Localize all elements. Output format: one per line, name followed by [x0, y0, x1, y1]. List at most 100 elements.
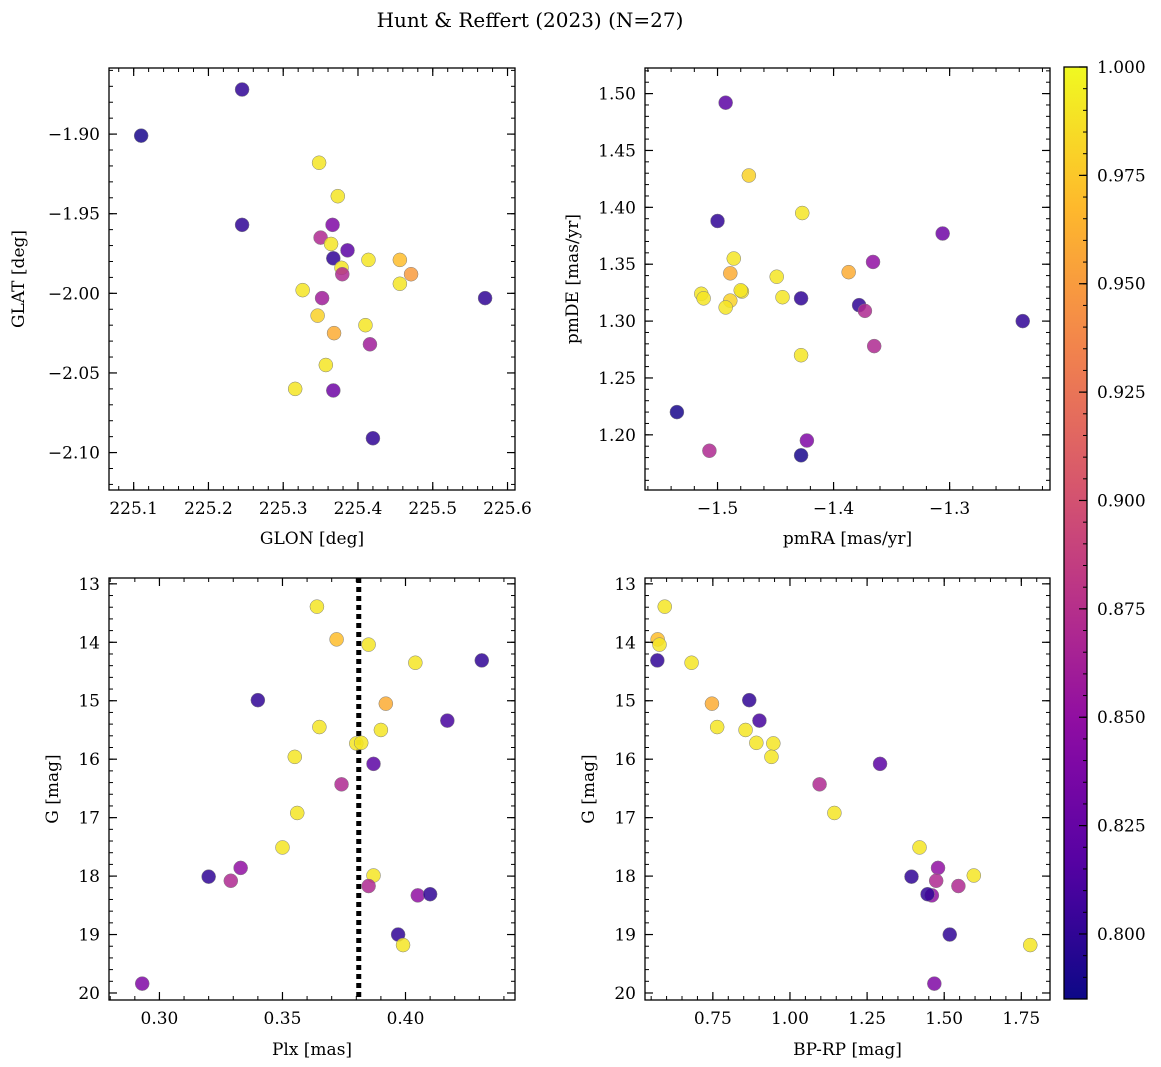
data-point — [775, 289, 790, 305]
data-point — [326, 383, 341, 398]
x-tick-label: −1.5 — [697, 499, 738, 519]
data-point — [912, 840, 927, 855]
points — [669, 95, 1030, 463]
data-point — [440, 713, 455, 728]
data-point — [362, 337, 378, 352]
x-tick-label: −1.4 — [813, 499, 854, 519]
data-point — [310, 308, 325, 323]
y-tick-label: −1.95 — [48, 205, 100, 225]
data-point — [766, 736, 781, 751]
data-point — [966, 868, 982, 883]
x-tick-label: 1.75 — [1002, 1009, 1040, 1029]
data-point — [358, 317, 373, 333]
data-point — [657, 599, 672, 614]
y-tick-label: 13 — [78, 575, 100, 595]
data-point — [951, 878, 966, 894]
y-tick-label: 20 — [78, 984, 100, 1004]
y-tick-label: −1.90 — [48, 125, 100, 145]
data-point — [794, 205, 810, 221]
y-tick-label: 1.30 — [598, 312, 636, 332]
data-point — [309, 599, 325, 614]
y-axis-label: pmDE [mas/yr] — [563, 214, 583, 344]
y-tick-label: 1.25 — [598, 369, 636, 389]
data-point — [752, 713, 767, 728]
axes-frame — [644, 577, 1051, 1001]
points — [650, 599, 1038, 991]
y-tick-label: 1.45 — [598, 141, 636, 161]
data-point — [133, 128, 149, 143]
y-tick-label: −2.05 — [48, 364, 100, 384]
y-tick-label: 19 — [78, 926, 100, 946]
data-point — [366, 756, 381, 772]
data-point — [704, 696, 720, 711]
x-axis-label: GLON [deg] — [260, 529, 364, 549]
data-point — [749, 735, 764, 751]
data-point — [684, 655, 699, 671]
x-tick-label: 225.2 — [184, 499, 233, 519]
data-point — [353, 735, 369, 751]
data-point — [223, 873, 239, 889]
data-point — [373, 722, 389, 738]
colorbar-tick-label: 0.800 — [1097, 925, 1146, 945]
colorbar-tick-label: 0.850 — [1097, 708, 1146, 728]
data-point — [904, 869, 919, 884]
data-point — [233, 860, 248, 876]
data-point — [134, 976, 150, 991]
x-tick-label: 225.3 — [259, 499, 308, 519]
panel-2: −1.5 −1.4 −1.3 1.20 1.25 1.30 1.35 1.40 1.45 1.50… — [563, 67, 1051, 549]
data-point — [201, 869, 216, 884]
data-point — [340, 243, 355, 258]
data-point — [410, 888, 426, 903]
colorbar-frame — [1063, 66, 1088, 1000]
data-point — [709, 719, 725, 735]
panel-1: 225.1 225.2 225.3 225.4 225.5 225.6 −1.90 −1.95… — [9, 67, 532, 549]
x-tick-label: 0.35 — [264, 1009, 302, 1029]
colorbar-tick-label: 0.900 — [1097, 491, 1146, 511]
data-point — [474, 653, 490, 668]
data-point — [650, 653, 665, 668]
data-point — [361, 637, 376, 652]
data-point — [326, 325, 342, 341]
data-point — [378, 696, 394, 711]
data-point — [250, 692, 266, 708]
points — [133, 82, 493, 446]
data-point — [733, 283, 748, 298]
y-tick-label: −2.10 — [48, 444, 100, 464]
y-tick-label: 16 — [78, 750, 100, 770]
y-axis-label: G [mag] — [43, 754, 63, 823]
data-point — [422, 886, 438, 902]
data-point — [361, 252, 376, 268]
axes-frame — [644, 67, 1051, 491]
figure-title: Hunt & Reffert (2023) (N=27) — [377, 8, 684, 32]
data-point — [942, 927, 958, 942]
data-point — [365, 430, 381, 446]
data-point — [329, 632, 344, 647]
y-tick-label: 17 — [78, 809, 100, 829]
data-point — [696, 291, 711, 306]
data-point — [793, 448, 809, 463]
panel-3: 0.30 0.35 0.40 13 14 15 16 17 18 19 20 Plx [mas] G [… — [43, 575, 516, 1060]
x-tick-label: −1.3 — [929, 499, 970, 519]
x-axis-label: pmRA [mas/yr] — [783, 529, 912, 549]
x-axis-label: BP-RP [mag] — [793, 1040, 902, 1060]
data-point — [392, 252, 408, 268]
colorbar-tick-label: 1.000 — [1097, 58, 1146, 78]
data-point — [326, 251, 341, 266]
colorbar-tick-label: 0.950 — [1097, 275, 1146, 295]
colorbar-tick-label: 0.825 — [1097, 817, 1146, 837]
data-point — [318, 357, 334, 373]
y-tick-label: 14 — [78, 633, 100, 653]
data-point — [312, 719, 327, 735]
data-point — [289, 805, 305, 821]
panel-4: 0.75 1.00 1.25 1.50 1.75 13 14 15 16 17 18 19 20 BP-R… — [579, 575, 1051, 1060]
data-point — [718, 300, 733, 315]
data-point — [726, 251, 742, 266]
data-point — [827, 805, 842, 821]
data-point — [857, 303, 873, 319]
x-tick-label: 225.1 — [109, 499, 158, 519]
data-point — [325, 217, 340, 233]
x-tick-label: 1.50 — [925, 1009, 963, 1029]
data-point — [741, 168, 757, 183]
data-point — [395, 937, 411, 953]
